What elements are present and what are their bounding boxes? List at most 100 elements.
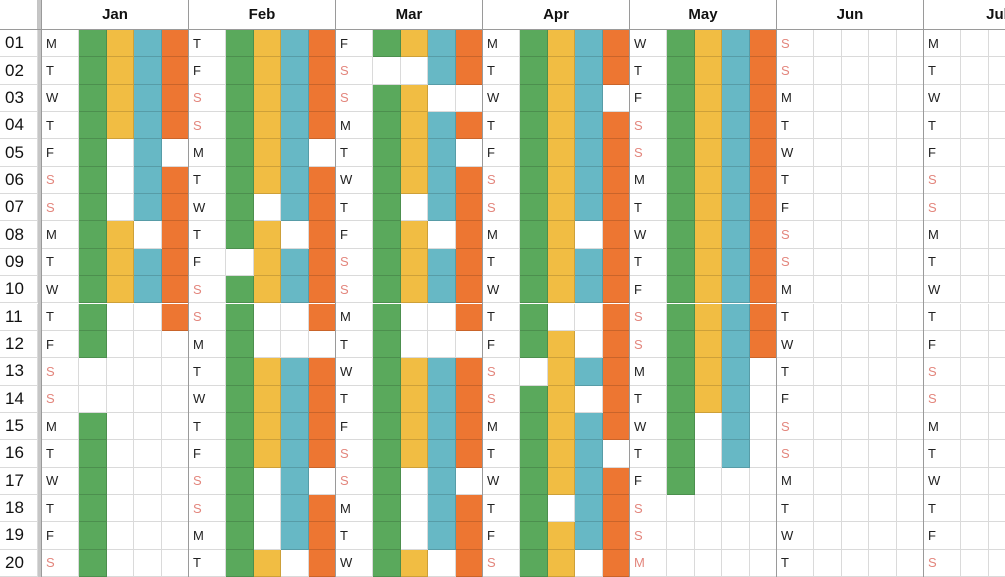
- fill-cell-green[interactable]: [226, 330, 254, 359]
- empty-cell[interactable]: [575, 385, 603, 413]
- empty-cell[interactable]: [455, 467, 483, 495]
- empty-cell[interactable]: [749, 494, 777, 523]
- fill-cell-green[interactable]: [373, 303, 401, 331]
- empty-cell[interactable]: [988, 221, 1005, 249]
- weekday-cell[interactable]: W: [336, 166, 373, 195]
- fill-cell-orange[interactable]: [602, 385, 630, 413]
- fill-cell-orange[interactable]: [602, 303, 630, 331]
- fill-cell-orange[interactable]: [455, 549, 483, 577]
- fill-cell-blue[interactable]: [428, 358, 456, 386]
- fill-cell-yellow[interactable]: [694, 358, 722, 386]
- fill-cell-blue[interactable]: [575, 440, 603, 468]
- fill-cell-yellow[interactable]: [400, 112, 428, 140]
- fill-cell-orange[interactable]: [455, 522, 483, 550]
- empty-cell[interactable]: [869, 30, 897, 58]
- empty-cell[interactable]: [400, 330, 428, 359]
- fill-cell-yellow[interactable]: [694, 248, 722, 277]
- weekday-cell[interactable]: S: [630, 494, 667, 523]
- weekday-cell[interactable]: F: [336, 30, 373, 58]
- empty-cell[interactable]: [896, 358, 924, 386]
- weekday-cell[interactable]: F: [777, 194, 814, 222]
- weekday-cell[interactable]: T: [777, 303, 814, 331]
- row-header-16[interactable]: 16: [0, 440, 38, 468]
- empty-cell[interactable]: [841, 112, 869, 140]
- fill-cell-blue[interactable]: [575, 166, 603, 195]
- weekday-cell[interactable]: S: [483, 358, 520, 386]
- weekday-cell[interactable]: M: [42, 221, 79, 249]
- empty-cell[interactable]: [814, 303, 842, 331]
- empty-cell[interactable]: [814, 57, 842, 85]
- empty-cell[interactable]: [281, 221, 309, 249]
- fill-cell-yellow[interactable]: [253, 248, 281, 277]
- fill-cell-blue[interactable]: [281, 166, 309, 195]
- empty-cell[interactable]: [961, 522, 989, 550]
- fill-cell-blue[interactable]: [428, 412, 456, 441]
- fill-cell-yellow[interactable]: [694, 112, 722, 140]
- empty-cell[interactable]: [896, 166, 924, 195]
- row-header-10[interactable]: 10: [0, 276, 38, 304]
- empty-cell[interactable]: [161, 549, 189, 577]
- empty-cell[interactable]: [814, 385, 842, 413]
- empty-cell[interactable]: [896, 221, 924, 249]
- empty-cell[interactable]: [961, 412, 989, 441]
- empty-cell[interactable]: [896, 522, 924, 550]
- fill-cell-green[interactable]: [79, 440, 107, 468]
- fill-cell-green[interactable]: [520, 139, 548, 167]
- empty-cell[interactable]: [575, 221, 603, 249]
- weekday-cell[interactable]: S: [336, 276, 373, 304]
- fill-cell-green[interactable]: [226, 440, 254, 468]
- empty-cell[interactable]: [400, 494, 428, 523]
- empty-cell[interactable]: [106, 166, 134, 195]
- empty-cell[interactable]: [841, 467, 869, 495]
- fill-cell-yellow[interactable]: [547, 248, 575, 277]
- fill-cell-green[interactable]: [79, 522, 107, 550]
- weekday-cell[interactable]: S: [42, 166, 79, 195]
- fill-cell-blue[interactable]: [428, 166, 456, 195]
- fill-cell-orange[interactable]: [602, 194, 630, 222]
- empty-cell[interactable]: [428, 84, 456, 113]
- empty-cell[interactable]: [869, 522, 897, 550]
- fill-cell-blue[interactable]: [575, 57, 603, 85]
- fill-cell-green[interactable]: [226, 30, 254, 58]
- empty-cell[interactable]: [106, 440, 134, 468]
- row-header-18[interactable]: 18: [0, 494, 38, 523]
- empty-cell[interactable]: [841, 166, 869, 195]
- empty-cell[interactable]: [988, 331, 1005, 359]
- fill-cell-green[interactable]: [79, 303, 107, 331]
- empty-cell[interactable]: [400, 303, 428, 331]
- empty-cell[interactable]: [988, 358, 1005, 386]
- fill-cell-yellow[interactable]: [400, 385, 428, 413]
- fill-cell-yellow[interactable]: [106, 221, 134, 249]
- fill-cell-yellow[interactable]: [400, 139, 428, 167]
- weekday-cell[interactable]: T: [777, 549, 814, 577]
- fill-cell-blue[interactable]: [722, 440, 750, 468]
- fill-cell-green[interactable]: [79, 84, 107, 113]
- empty-cell[interactable]: [869, 494, 897, 523]
- empty-cell[interactable]: [896, 303, 924, 331]
- fill-cell-orange[interactable]: [455, 194, 483, 222]
- empty-cell[interactable]: [79, 358, 107, 386]
- fill-cell-green[interactable]: [373, 221, 401, 249]
- empty-cell[interactable]: [896, 440, 924, 468]
- weekday-cell[interactable]: T: [630, 57, 667, 85]
- fill-cell-orange[interactable]: [455, 221, 483, 249]
- empty-cell[interactable]: [106, 385, 134, 413]
- empty-cell[interactable]: [106, 358, 134, 386]
- empty-cell[interactable]: [988, 139, 1005, 167]
- fill-cell-green[interactable]: [226, 494, 254, 523]
- fill-cell-yellow[interactable]: [253, 276, 281, 304]
- weekday-cell[interactable]: S: [630, 330, 667, 359]
- empty-cell[interactable]: [749, 467, 777, 495]
- fill-cell-green[interactable]: [79, 494, 107, 523]
- fill-cell-blue[interactable]: [281, 440, 309, 468]
- weekday-cell[interactable]: F: [42, 330, 79, 359]
- empty-cell[interactable]: [400, 194, 428, 222]
- empty-cell[interactable]: [134, 440, 162, 468]
- empty-cell[interactable]: [988, 386, 1005, 413]
- fill-cell-green[interactable]: [226, 412, 254, 441]
- empty-cell[interactable]: [814, 522, 842, 550]
- empty-cell[interactable]: [961, 221, 989, 249]
- weekday-cell[interactable]: W: [924, 467, 961, 495]
- empty-cell[interactable]: [869, 248, 897, 277]
- fill-cell-green[interactable]: [667, 276, 695, 304]
